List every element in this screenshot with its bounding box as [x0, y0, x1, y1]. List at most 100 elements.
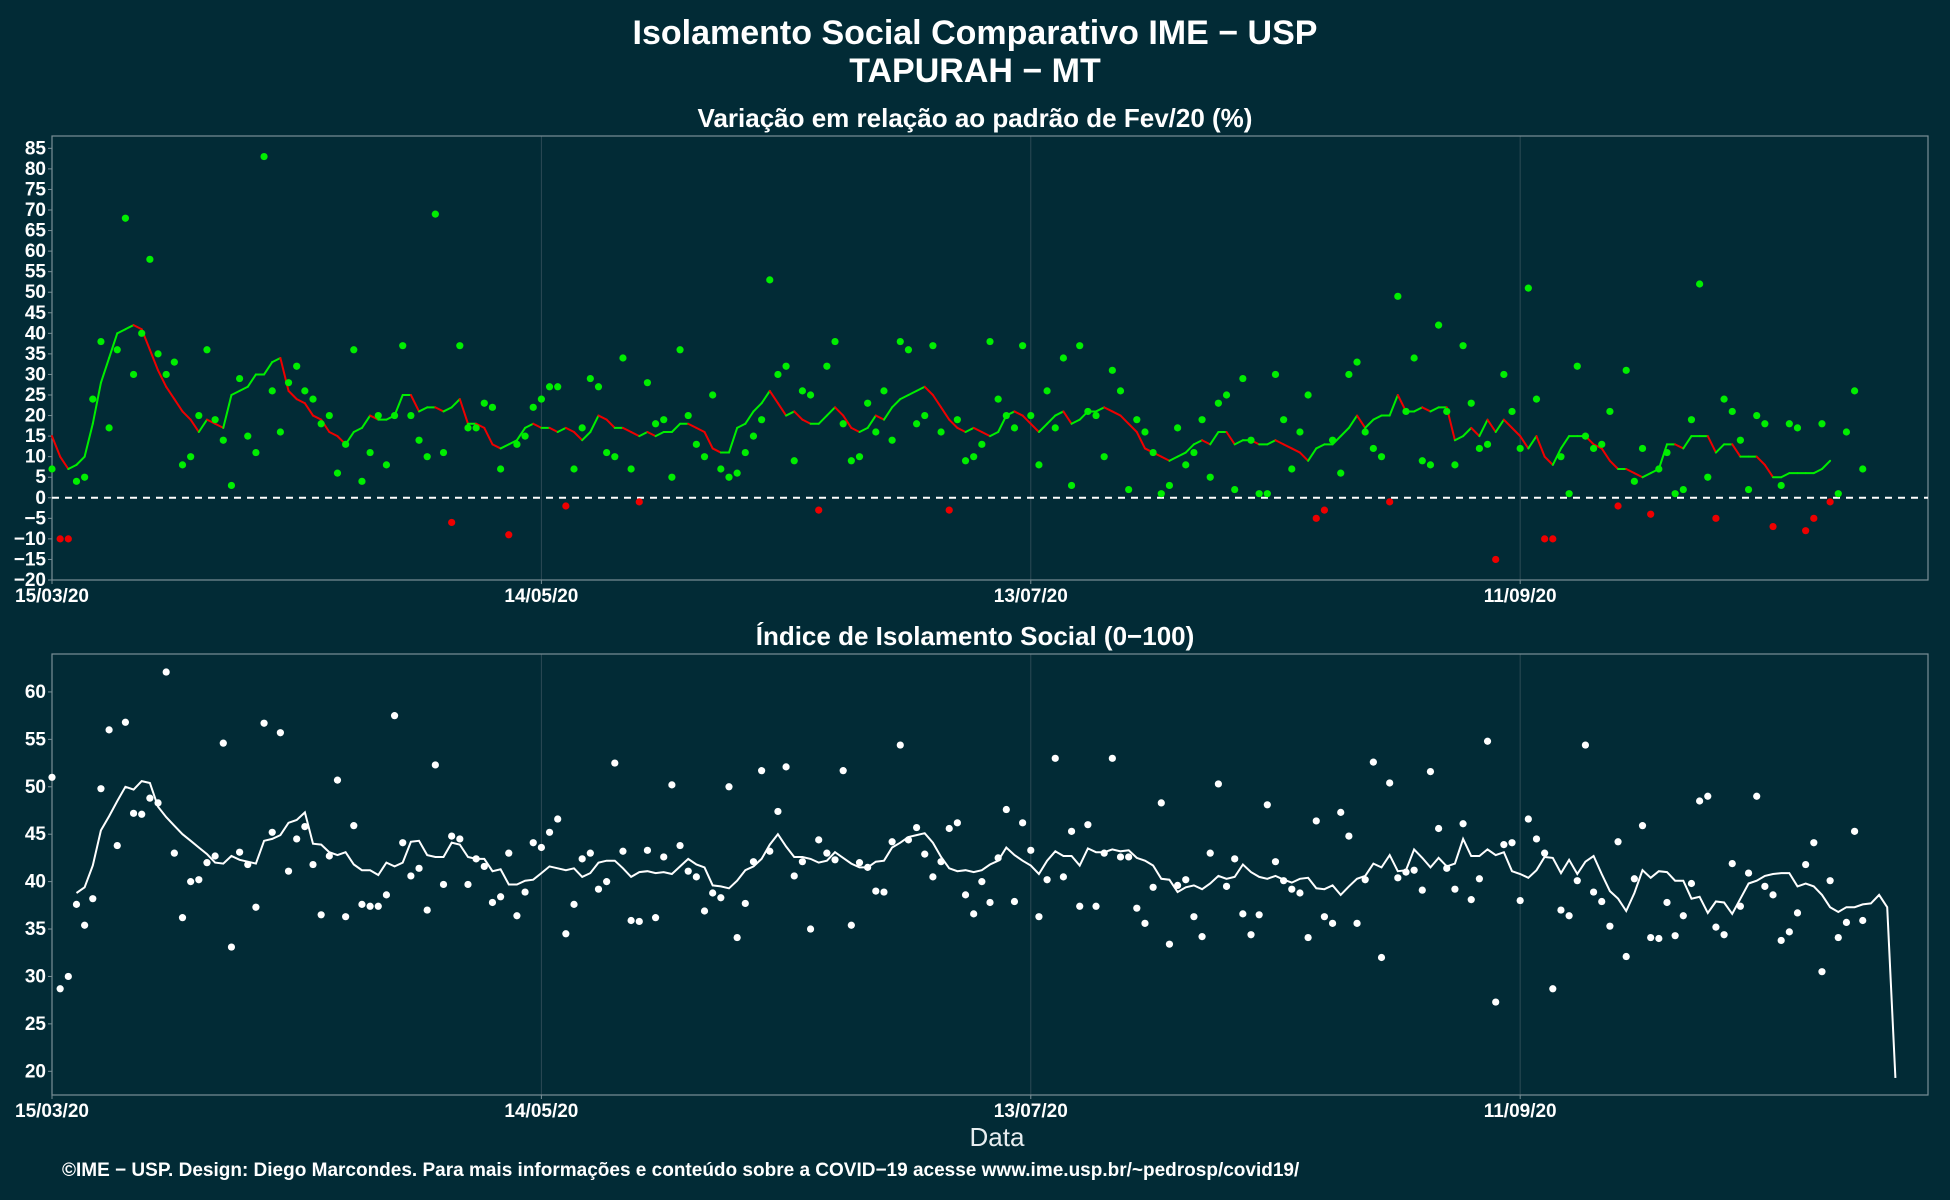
index-y-tick-label: 45: [25, 824, 47, 845]
variation-data-point: [945, 506, 953, 514]
variation-y-tick-label: 45: [25, 303, 47, 324]
chart-title: Isolamento Social Comparativo IME − USP: [633, 14, 1318, 52]
variation-data-point: [562, 502, 570, 510]
index-data-point: [1500, 841, 1508, 849]
variation-data-point: [89, 395, 97, 403]
variation-data-point: [603, 448, 611, 457]
index-data-point: [1842, 918, 1851, 926]
index-data-point: [89, 895, 97, 903]
index-data-point: [1010, 897, 1019, 906]
variation-data-point: [480, 399, 488, 407]
index-y-tick-label: 35: [25, 919, 47, 940]
variation-data-point: [831, 337, 839, 346]
variation-moving-average-segment: [1462, 426, 1473, 438]
index-data-point: [268, 828, 276, 836]
variation-data-point: [790, 457, 798, 465]
variation-data-point: [1133, 416, 1141, 424]
variation-data-point: [333, 469, 342, 477]
index-data-point: [1328, 919, 1337, 927]
variation-data-point: [1712, 514, 1720, 522]
variation-moving-average-segment: [1347, 414, 1359, 429]
index-data-point: [570, 900, 578, 908]
index-data-point: [439, 880, 448, 889]
variation-data-point: [880, 387, 888, 395]
index-data-point: [456, 835, 464, 843]
index-data-point: [178, 914, 187, 922]
variation-moving-average-segment: [1413, 406, 1424, 413]
index-data-point: [488, 898, 497, 907]
variation-data-point: [195, 411, 203, 420]
index-data-point: [1377, 953, 1386, 962]
variation-moving-average-segment: [915, 385, 926, 392]
variation-data-point: [1720, 395, 1728, 403]
variation-data-point: [545, 383, 554, 391]
index-data-point: [382, 891, 391, 899]
variation-data-point: [1076, 342, 1084, 350]
variation-moving-average-segment: [1494, 418, 1505, 433]
variation-moving-average-segment: [1543, 455, 1554, 466]
variation-data-point: [1386, 498, 1394, 506]
variation-data-point: [1459, 342, 1467, 350]
variation-moving-average-segment: [524, 422, 535, 429]
variation-moving-average-segment: [1511, 426, 1522, 438]
variation-moving-average-segment: [312, 414, 323, 421]
index-data-point: [994, 854, 1002, 862]
index-data-point: [1165, 940, 1174, 948]
variation-moving-average-segment: [1372, 414, 1383, 421]
index-y-tick-label: 25: [25, 1014, 47, 1035]
variation-data-point: [1141, 428, 1149, 436]
variation-moving-average-segment: [1184, 443, 1195, 454]
variation-y-tick-label: 5: [35, 467, 46, 488]
variation-data-point: [415, 436, 423, 444]
index-data-point: [154, 799, 162, 807]
variation-moving-average-segment: [964, 426, 975, 433]
variation-data-point: [276, 428, 284, 436]
variation-data-point: [1785, 420, 1793, 428]
index-data-point: [81, 921, 89, 929]
variation-data-point: [1467, 399, 1475, 407]
variation-moving-average-segment: [703, 431, 714, 450]
variation-data-point: [1239, 374, 1247, 383]
variation-moving-average-segment: [1282, 443, 1293, 450]
variation-moving-average-segment: [1356, 414, 1367, 429]
index-data-point: [1394, 874, 1402, 882]
variation-moving-average-segment: [548, 426, 559, 433]
index-data-point: [1736, 902, 1744, 910]
variation-moving-average-segment: [687, 422, 698, 429]
index-data-point: [1361, 876, 1369, 884]
variation-moving-average-segment: [654, 431, 665, 438]
variation-data-point: [1019, 342, 1027, 350]
variation-data-point: [81, 473, 89, 481]
variation-moving-average-segment: [157, 369, 168, 388]
index-data-point: [1467, 896, 1475, 904]
variation-data-point: [505, 531, 513, 539]
index-data-point: [309, 860, 317, 869]
variation-data-point: [366, 448, 374, 457]
index-data-point: [1761, 882, 1769, 890]
variation-moving-average-segment: [1103, 406, 1114, 413]
variation-moving-average-segment: [711, 447, 722, 454]
variation-data-point: [1206, 473, 1214, 481]
variation-moving-average-segment: [352, 426, 363, 433]
variation-data-point: [725, 473, 733, 481]
variation-data-point: [937, 428, 945, 436]
variation-moving-average-segment: [1600, 447, 1611, 462]
variation-data-point: [978, 440, 986, 448]
variation-moving-average-segment: [1307, 447, 1318, 462]
index-data-point: [431, 761, 439, 769]
index-data-point: [635, 917, 643, 926]
variation-data-point: [513, 440, 521, 448]
variation-moving-average-segment: [1201, 439, 1212, 446]
variation-data-point: [749, 432, 758, 440]
variation-y-tick-label: 40: [25, 323, 46, 344]
variation-moving-average-segment: [181, 410, 192, 421]
variation-moving-average-segment: [1209, 431, 1220, 446]
variation-moving-average-segment: [564, 426, 576, 433]
variation-data-point: [1850, 387, 1859, 395]
variation-y-tick-label: 10: [25, 447, 46, 468]
variation-y-tick-label: 0: [35, 488, 46, 509]
variation-data-point: [1687, 416, 1696, 424]
variation-data-point: [896, 337, 904, 346]
index-data-point: [1133, 904, 1141, 912]
variation-moving-average-segment: [75, 455, 86, 466]
